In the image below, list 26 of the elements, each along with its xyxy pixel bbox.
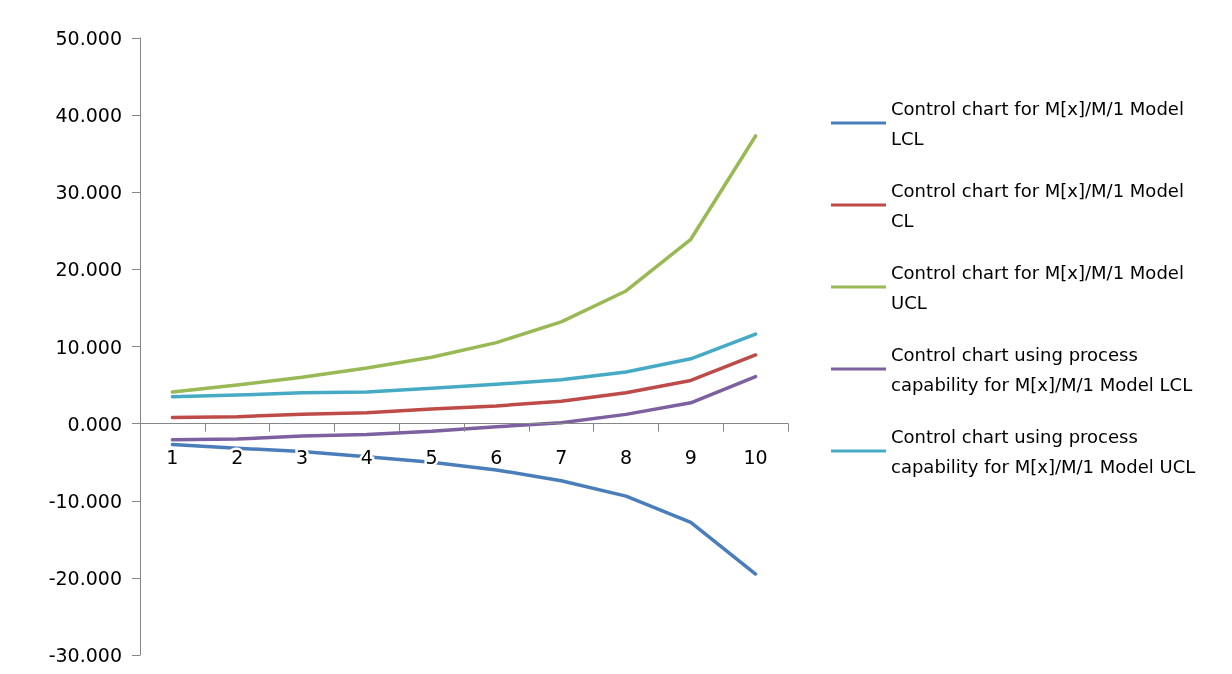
x-tick-label: 10: [743, 446, 768, 469]
y-tick-label: -20.000: [48, 566, 122, 589]
legend-label: Control chart using process capability for M[x]/M/1 Model UCL: [891, 425, 1196, 477]
y-tick-label: 0.000: [67, 412, 122, 435]
y-tick-label: 40.000: [55, 104, 122, 127]
x-tick-label: 3: [295, 446, 309, 469]
line-series: [170, 374, 758, 442]
legend-label: Control chart using process capability for M[x]/M/1 Model LCL: [891, 343, 1193, 395]
legend-label: Control chart for M[x]/M/1 Model CL: [891, 179, 1190, 231]
x-tick-label: 7: [555, 446, 568, 469]
x-tick-label: 2: [231, 446, 244, 469]
y-tick-label: 50.000: [55, 27, 122, 49]
x-tick-label: 1: [166, 446, 179, 469]
x-tick-label: 8: [619, 446, 633, 469]
y-tick-label: -10.000: [48, 489, 122, 512]
legend-label: Control chart for M[x]/M/1 Model UCL: [891, 261, 1190, 313]
y-tick-label: 10.000: [55, 335, 122, 358]
y-tick-label: -30.000: [48, 644, 122, 666]
x-tick-label: 9: [684, 446, 697, 469]
line-series: [170, 353, 758, 420]
y-tick-label: 30.000: [55, 181, 122, 204]
x-tick-label: 6: [490, 446, 503, 469]
line-series: [170, 332, 758, 399]
legend-label: Control chart for M[x]/M/1 Model LCL: [891, 97, 1190, 149]
y-tick-label: 20.000: [55, 258, 122, 281]
line-series: [170, 134, 758, 394]
